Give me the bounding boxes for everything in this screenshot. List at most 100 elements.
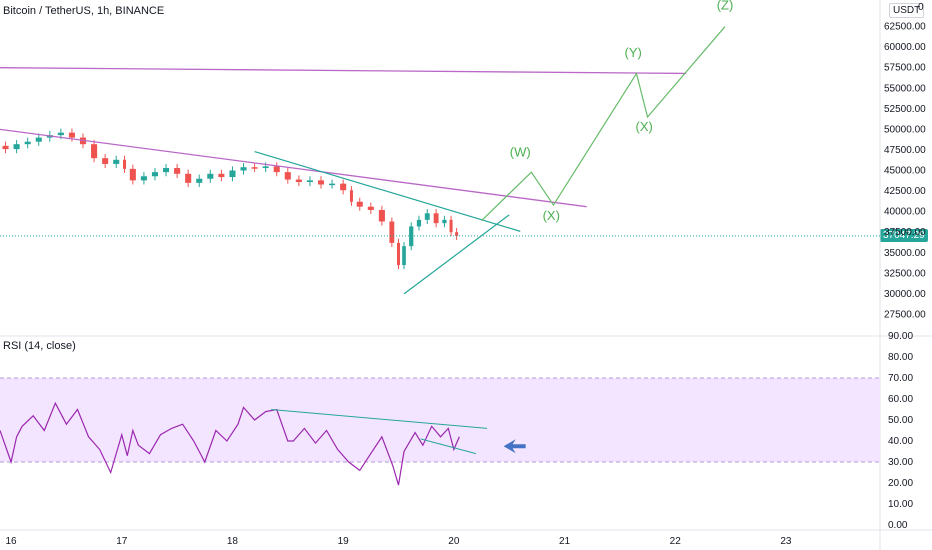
price-tick-label: 42500.00: [884, 186, 926, 197]
corner-label: 0: [918, 2, 924, 13]
price-tick-label: 52500.00: [884, 104, 926, 115]
candle: [389, 221, 395, 243]
candle: [129, 168, 136, 181]
rsi-tick-label: 10.00: [888, 499, 913, 510]
price-tick-label: 55000.00: [884, 83, 926, 94]
axes: 27500.00 30000.00 32500.00 35000.00 37500.00…: [6, 2, 927, 547]
candle: [349, 190, 353, 202]
candle: [240, 167, 247, 171]
rsi-tick-label: 40.00: [888, 436, 913, 447]
price-tick-label: 40000.00: [884, 207, 926, 218]
rsi-trendline: [420, 438, 477, 455]
wave-label: (X): [636, 119, 653, 134]
time-tick-label: 19: [338, 536, 350, 547]
rsi-tick-label: 80.00: [888, 352, 913, 363]
last-price-badge: 37047.29: [880, 229, 928, 242]
candle: [162, 168, 170, 173]
time-tick-label: 16: [6, 536, 18, 547]
time-tick-label: 18: [227, 536, 239, 547]
price-tick-label: 45000.00: [884, 166, 926, 177]
candle: [442, 219, 447, 224]
candle: [24, 141, 31, 145]
candle: [396, 242, 400, 266]
wave-label: (Y): [624, 45, 641, 60]
candle: [91, 144, 98, 159]
symbol-title: Bitcoin / TetherUS, 1h, BINANCE: [3, 5, 165, 17]
candle: [449, 219, 453, 233]
candle: [102, 158, 109, 164]
candle: [207, 173, 214, 179]
candle: [273, 166, 280, 173]
candle: [284, 172, 291, 180]
candle: [378, 209, 385, 222]
candle: [340, 183, 347, 191]
price-tick-label: 62500.00: [884, 22, 926, 33]
candle: [196, 178, 203, 183]
price-tick-label: 27500.00: [884, 309, 926, 320]
time-tick-label: 17: [116, 536, 128, 547]
rsi-line: [0, 401, 460, 486]
candle: [2, 145, 9, 150]
triangle-upper-line: [254, 151, 521, 232]
price-tick-label: 32500.00: [884, 268, 926, 279]
price-tick-label: 60000.00: [884, 42, 926, 53]
rsi-band: [0, 377, 880, 463]
currency-badge[interactable]: USDT: [889, 3, 925, 18]
rsi-tick-label: 90.00: [888, 331, 913, 342]
wave-label: (W): [510, 145, 531, 160]
rsi-tick-label: 70.00: [888, 373, 913, 384]
time-tick-label: 20: [448, 536, 460, 547]
wave-projection-path: [481, 26, 726, 222]
arrow-icon: [503, 439, 526, 454]
candle: [402, 246, 406, 266]
candle: [433, 213, 439, 224]
rsi-tick-label: 20.00: [888, 478, 913, 489]
price-tick-label: 50000.00: [884, 124, 926, 135]
rsi-band-fill: [0, 378, 880, 462]
price-tick-label: 30000.00: [884, 289, 926, 300]
candle: [262, 166, 269, 169]
price-tick-label: 57500.00: [884, 63, 926, 74]
candle: [57, 132, 64, 136]
resistance-line-upper: [0, 67, 687, 75]
rsi-tick-label: 30.00: [888, 457, 913, 468]
candle: [229, 170, 236, 178]
wave-label: (X): [543, 208, 560, 223]
resistance-line-lower: [0, 128, 587, 208]
price-layer: (W) (X) (Y) (X) (Z): [0, 0, 880, 295]
triangle-lower-line: [403, 214, 510, 295]
candle: [251, 167, 258, 169]
candle: [68, 132, 75, 138]
time-tick-label: 23: [780, 536, 792, 547]
rsi-tick-label: 50.00: [888, 415, 913, 426]
candle: [13, 144, 20, 150]
candle: [329, 183, 336, 186]
candle: [174, 168, 181, 174]
price-tick-label: 37500.00: [884, 227, 926, 238]
rsi-layer: [0, 401, 526, 486]
candle: [424, 213, 430, 220]
candle: [151, 172, 159, 177]
time-tick-label: 22: [670, 536, 682, 547]
candle: [218, 173, 225, 178]
candle: [317, 180, 325, 185]
candle: [367, 206, 374, 210]
candle: [123, 159, 127, 169]
candle: [185, 173, 192, 183]
candle: [416, 219, 422, 227]
candle: [113, 159, 120, 164]
rsi-trendline: [271, 409, 488, 429]
candle: [35, 137, 42, 142]
candle: [356, 201, 363, 207]
candle: [455, 232, 459, 236]
rsi-title: RSI (14, close): [3, 340, 76, 352]
price-tick-label: 47500.00: [884, 145, 926, 156]
candle: [306, 180, 313, 183]
price-tick-label: 35000.00: [884, 248, 926, 259]
time-tick-label: 21: [559, 536, 571, 547]
wave-label: (Z): [717, 0, 734, 12]
candle: [295, 179, 302, 183]
rsi-tick-label: 60.00: [888, 394, 913, 405]
